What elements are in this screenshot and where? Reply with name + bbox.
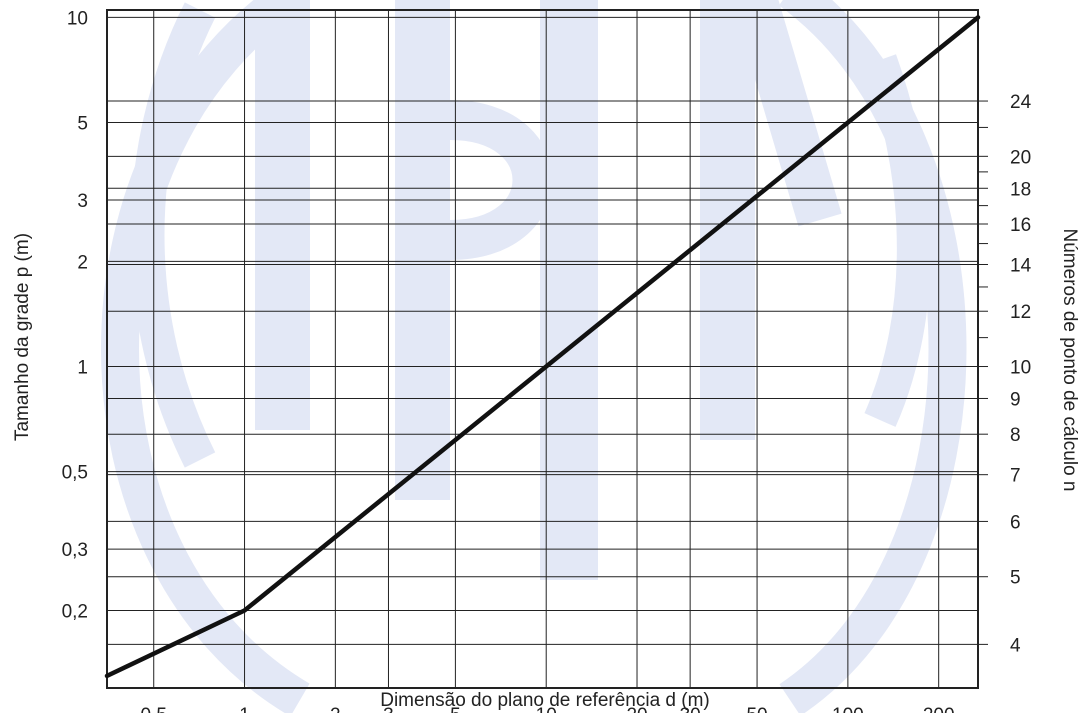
y2-tick-label: 8 [1010,425,1021,446]
x-tick-labels: 0,5 1 2 3 5 10 20 30 50 100 200 [141,705,955,713]
plot-frame [106,9,979,689]
y-tick-label: 0,2 [62,602,88,623]
y2-tick-label: 14 [1010,255,1032,276]
y2-tick-label: 6 [1010,512,1021,533]
y2-tick-label: 5 [1010,568,1021,589]
watermark-letter-bar [395,0,450,500]
y2-tick-labels: 24 20 18 16 14 12 10 9 8 7 6 5 4 [1010,92,1032,656]
watermark-letter-bar [540,0,598,580]
x-tick-label: 50 [746,705,767,713]
y2-tick-label: 24 [1010,92,1032,113]
y2-tick-label: 16 [1010,215,1031,236]
x-tick-label: 10 [536,705,557,713]
y-tick-label: 2 [77,252,88,273]
y-tick-label: 5 [77,113,88,134]
y2-tick-label: 4 [1010,635,1021,656]
watermark-letter-diagonal [733,0,842,227]
y-tick-label: 3 [77,191,88,212]
y-axis-label: Tamanho da grade p (m) [12,233,33,441]
x-tick-label: 0,5 [141,705,167,713]
y-tick-label: 1 [77,358,88,379]
y-tick-label: 0,3 [62,540,88,561]
series-line [104,15,981,679]
x-tick-label: 5 [450,705,461,713]
y2-tick-label: 20 [1010,147,1031,168]
y-tick-label: 0,5 [62,463,88,484]
watermark-letter-bowl [449,100,553,260]
x-tick-label: 30 [680,705,701,713]
x-axis-label: Dimensão do plano de referência d (m) [380,690,710,711]
y2-tick-label: 18 [1010,179,1031,200]
y2-tick-label: 7 [1010,466,1021,487]
chart-grid [107,10,978,688]
y2-tick-label: 12 [1010,302,1031,323]
x-tick-label: 200 [923,705,955,713]
x-tick-label: 20 [626,705,647,713]
right-axis-minor-ticks [978,100,988,645]
watermark-inner-arc [130,2,216,468]
x-tick-label: 3 [383,705,394,713]
watermark-arc-left [101,0,311,713]
y-tick-labels: 10 5 3 2 1 0,5 0,3 0,2 [62,8,88,622]
watermark-inner-arc [863,54,931,427]
y2-tick-label: 10 [1010,358,1031,379]
watermark-letter-bar [255,0,310,430]
y2-tick-label: 9 [1010,389,1021,410]
y2-axis-label: Números de ponto de cálculo n [1059,229,1080,492]
series-layer [104,15,981,679]
x-tick-label: 1 [239,705,250,713]
x-tick-label: 100 [832,705,864,713]
y-tick-label: 10 [67,8,88,29]
x-tick-label: 2 [330,705,341,713]
